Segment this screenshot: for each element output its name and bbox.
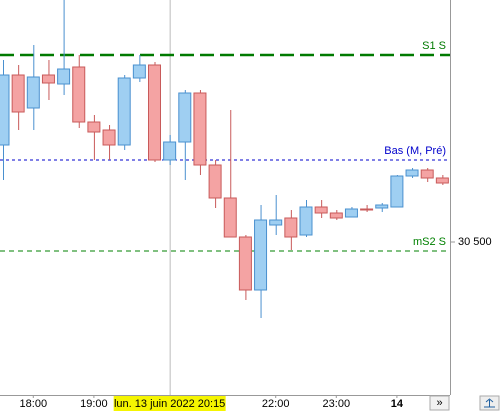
candle-body: [420, 169, 434, 179]
candle-body: [208, 164, 222, 199]
y-tick-label: 30 500: [458, 236, 492, 248]
candle-body: [375, 204, 389, 209]
icon-button[interactable]: [479, 395, 500, 411]
candle: [11, 65, 25, 130]
crosshair-label: lun. 13 juin 2022 20:15: [114, 398, 225, 410]
candle-body: [72, 66, 86, 123]
candle: [284, 210, 298, 250]
level-label: mS2 S: [413, 236, 446, 248]
candle-body: [360, 208, 374, 211]
candle: [148, 62, 161, 162]
candle: [117, 75, 131, 150]
candle: [72, 55, 86, 128]
candle: [208, 160, 222, 208]
candle-body: [299, 206, 313, 236]
candle-body: [117, 77, 131, 146]
candle: [87, 115, 101, 160]
candle: [269, 195, 283, 235]
candle: [238, 235, 252, 300]
candle-body: [26, 76, 40, 109]
candle: [132, 55, 146, 82]
candle-body: [329, 212, 343, 219]
candle-body: [102, 129, 116, 146]
candle: [314, 200, 328, 218]
candle: [178, 90, 192, 180]
candle: [360, 205, 374, 212]
candle-body: [390, 175, 404, 208]
x-tick-label: 23:00: [323, 398, 351, 410]
candle-body: [11, 74, 25, 113]
candle-body: [269, 219, 283, 226]
candle: [405, 168, 419, 178]
candle-body: [132, 64, 146, 79]
crosshair-label-bg: [113, 396, 226, 411]
candle-body: [223, 197, 237, 238]
candle-body: [41, 74, 55, 84]
candle-body: [148, 64, 161, 161]
candle: [420, 168, 434, 182]
nav-button-frame: [429, 395, 450, 411]
x-tick-label: 19:00: [80, 398, 108, 410]
candle: [254, 205, 268, 318]
nav-button[interactable]: »: [429, 395, 450, 411]
candle-body: [178, 92, 192, 143]
candle-body: [254, 219, 268, 291]
candle: [329, 210, 343, 220]
candle: [223, 110, 237, 238]
candle: [41, 60, 55, 100]
candle-body: [193, 92, 207, 166]
x-tick-label: 18:00: [20, 398, 48, 410]
level-label: S1 S: [422, 40, 446, 52]
candle-body: [284, 217, 298, 238]
candle-body: [87, 121, 101, 133]
candle-body: [435, 177, 449, 184]
candle: [0, 60, 10, 180]
candle: [375, 203, 389, 212]
candle-body: [405, 169, 419, 177]
nav-button-label: »: [436, 397, 442, 409]
candle: [102, 125, 116, 160]
candle: [435, 175, 449, 185]
candle-body: [163, 141, 177, 161]
candle: [57, 0, 71, 95]
level-label: Bas (M, Pré): [384, 145, 446, 157]
candle-body: [0, 74, 10, 146]
candle: [26, 45, 40, 130]
candle: [193, 90, 207, 175]
icon: [484, 398, 495, 408]
candle: [299, 200, 313, 237]
candle-body: [344, 208, 358, 218]
candle-body: [238, 236, 252, 291]
candle: [390, 175, 404, 208]
candle: [163, 135, 177, 165]
x-tick-label: 14: [391, 398, 404, 410]
x-tick-label: 22:00: [262, 398, 290, 410]
candle: [344, 207, 358, 218]
candle-body: [314, 206, 328, 214]
candle-body: [57, 68, 71, 85]
